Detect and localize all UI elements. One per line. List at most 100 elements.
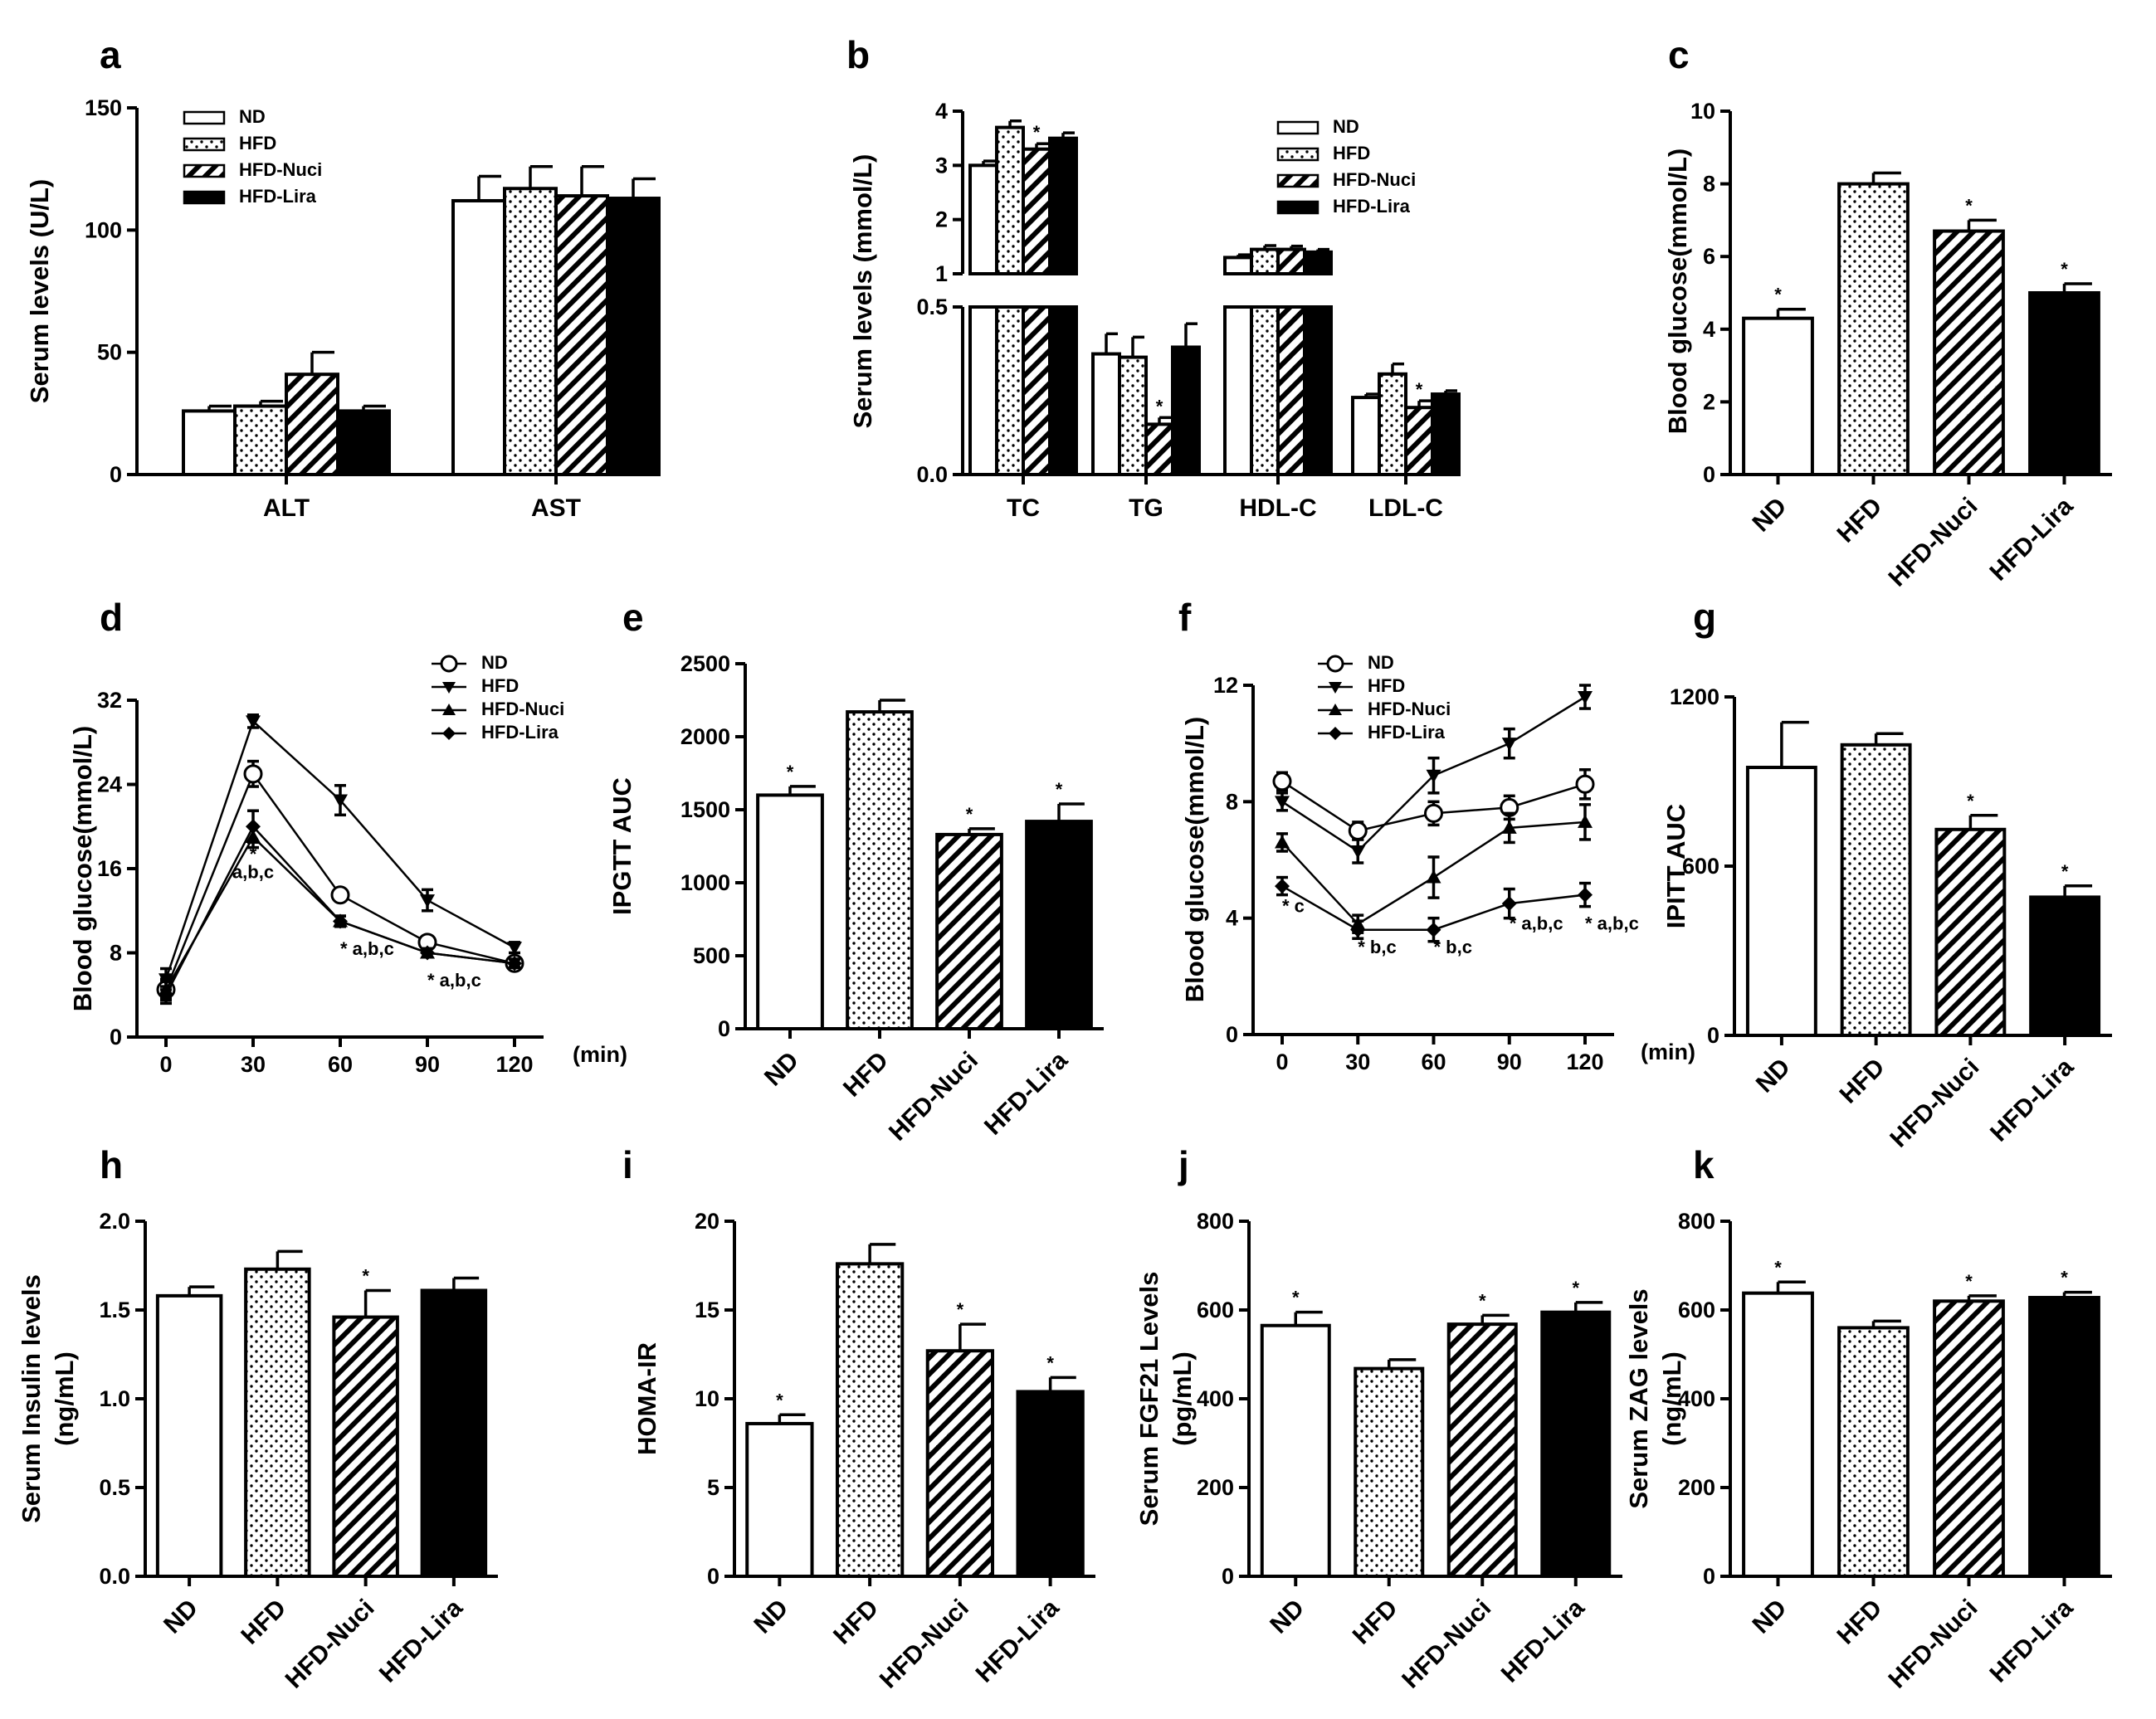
x-category-label: HFD	[1835, 1054, 1890, 1109]
marker-diamond	[1501, 896, 1517, 912]
y-tick-label: 32	[97, 688, 122, 713]
y-tick-label: 4	[1703, 317, 1715, 342]
x-tick-label: 0	[159, 1052, 172, 1077]
y-tick-label: 1	[935, 261, 948, 286]
x-category-label: HFD	[1348, 1595, 1403, 1650]
significance-mark: *	[2061, 259, 2068, 280]
marker-diamond	[159, 987, 173, 1003]
marker-up-triangle	[1275, 835, 1290, 849]
bar	[503, 187, 558, 477]
bar	[2028, 1296, 2100, 1579]
bar	[1404, 406, 1434, 477]
bar	[1118, 355, 1148, 476]
y-tick-label: 1.5	[99, 1298, 130, 1322]
y-tick-label: 800	[1678, 1209, 1715, 1234]
bar	[935, 832, 1003, 1030]
legend-swatch	[1276, 173, 1319, 188]
marker-diamond	[507, 956, 522, 972]
y-tick-label: 0	[1703, 462, 1715, 487]
bar-lower-segment	[968, 305, 998, 476]
bar	[155, 1293, 223, 1578]
marker-open-circle	[1272, 772, 1292, 791]
y-tick-label: 0.5	[916, 295, 948, 319]
x-category-label: HFD	[1832, 1595, 1888, 1650]
bar	[244, 1267, 311, 1579]
y-tick-label: 200	[1197, 1475, 1234, 1500]
bar	[2028, 291, 2100, 476]
ylabel: HOMA-IR	[632, 1342, 661, 1455]
panel-j: j Serum FGF21 Levels (pg/mL) 0 200 400 600 800 *…	[1134, 1143, 1622, 1694]
bar	[835, 1262, 905, 1578]
x-category-label: HFD-Nuci	[1883, 493, 1983, 592]
bar-lower-segment	[1048, 305, 1078, 476]
marker-up-triangle	[1578, 814, 1593, 828]
y-tick-label: 2000	[680, 724, 730, 749]
marker-diamond	[246, 819, 261, 835]
ylabel: Serum levels (U/L)	[25, 179, 54, 403]
bar	[1223, 256, 1253, 275]
ylabel: Blood glucose(mmol/L)	[68, 726, 97, 1011]
significance-mark: *	[776, 1390, 783, 1410]
y-tick-label: 200	[1678, 1475, 1715, 1500]
significance-annotation: * a,b,c	[1510, 913, 1563, 934]
significance-annotation: a,b,c	[232, 861, 274, 882]
bar	[1378, 372, 1407, 476]
y-tick-label: 0	[1707, 1023, 1719, 1048]
marker-open-circle	[1348, 821, 1368, 840]
y-tick-label: 400	[1197, 1386, 1234, 1411]
x-tick-label: 60	[1421, 1049, 1446, 1074]
bar	[420, 1288, 488, 1578]
significance-mark: *	[787, 762, 794, 782]
x-tick-label: 30	[241, 1052, 266, 1077]
y-tick-label: 0	[1226, 1022, 1238, 1047]
marker-diamond	[333, 913, 348, 929]
x-category-label: HFD-Lira	[979, 1046, 1073, 1140]
marker-diamond	[420, 945, 435, 961]
y-tick-label: 0	[110, 1025, 122, 1049]
x-category-label: HDL-C	[1239, 494, 1316, 522]
x-category-label: AST	[531, 494, 581, 522]
bar	[1048, 136, 1078, 275]
significance-mark: *	[2061, 1268, 2068, 1288]
x-category-label: HFD	[828, 1595, 884, 1650]
significance-mark: *	[1156, 396, 1163, 416]
bar-lower-segment	[1276, 305, 1306, 476]
bar	[1446, 1322, 1518, 1578]
legend-label: HFD-Nuci	[239, 159, 322, 180]
marker-down-triangle	[1329, 682, 1342, 694]
x-category-label: ND	[1751, 1054, 1796, 1098]
marker-down-triangle	[420, 894, 435, 908]
bar-lower-segment	[1250, 305, 1280, 476]
panel-label: h	[100, 1143, 123, 1186]
x-category-label: HFD-Lira	[1496, 1594, 1590, 1687]
panel-k: k Serum ZAG levels (ng/mL) 0 200 400 600 800 * ND…	[1624, 1143, 2112, 1694]
legend-swatch	[183, 137, 226, 152]
y-tick-label: 0.0	[916, 462, 948, 487]
bar	[1837, 1326, 1910, 1579]
y-tick-label: 50	[97, 340, 122, 365]
y-tick-label: 0	[718, 1016, 730, 1041]
legend-swatch	[1276, 120, 1319, 135]
panel-d: d Blood glucose(mmol/L) 0 8 16 24 32 0 30 60 90 120…	[68, 596, 627, 1077]
legend-label: ND	[481, 652, 508, 673]
legend-label: HFD-Lira	[1368, 722, 1446, 743]
x-category-label: HFD-Nuci	[875, 1595, 974, 1694]
marker-up-triangle	[1501, 820, 1517, 834]
panel-b: b Serum levels (mmol/L) 0.0 0.5 1 2 3 4 TC * TG * HD…	[846, 33, 1461, 522]
panel-label: g	[1693, 596, 1716, 639]
marker-diamond	[1329, 727, 1342, 740]
significance-mark: *	[1572, 1278, 1579, 1298]
bar	[846, 710, 914, 1031]
bar-lower-segment	[995, 305, 1025, 476]
y-tick-label: 2.0	[99, 1209, 130, 1234]
bar	[1540, 1310, 1612, 1579]
x-category-label: HFD-Nuci	[1397, 1595, 1496, 1694]
x-category-label: HFD-Nuci	[280, 1595, 380, 1694]
legend-swatch	[183, 163, 226, 178]
axis-break-gap	[951, 277, 1395, 304]
y-tick-label: 5	[707, 1475, 719, 1500]
marker-open-circle	[1575, 774, 1595, 794]
bar	[1091, 352, 1121, 476]
legend-label: HFD	[1368, 675, 1405, 696]
x-axis-unit: (min)	[1641, 1040, 1695, 1064]
